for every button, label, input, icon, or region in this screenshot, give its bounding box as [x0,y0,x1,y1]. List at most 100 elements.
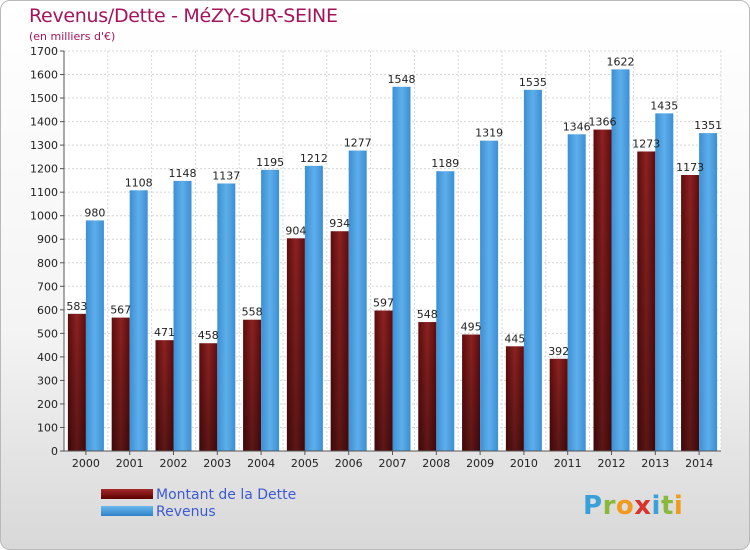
y-tick-label: 1000 [30,210,58,223]
bar-dette-shade [637,151,656,451]
bar-dette-shade [111,317,130,451]
x-tick-label: 2012 [598,457,626,470]
bar-revenus [217,183,236,451]
x-tick-label: 2005 [291,457,319,470]
logo-letter: i [651,491,661,521]
y-tick-label: 0 [51,445,58,458]
bar-revenus [261,169,280,451]
bar-dette-shade [67,313,86,451]
logo-letter: r [602,491,616,521]
logo-letter: P [583,491,603,521]
bar-dette-shade [155,340,174,451]
y-tick-label: 100 [37,421,58,434]
y-tick-label: 200 [37,398,58,411]
x-tick-label: 2009 [466,457,494,470]
bar-dette-shade [462,334,481,451]
bar-revenus [436,171,455,451]
y-tick-label: 1400 [30,116,58,129]
data-label-dette: 495 [461,321,482,334]
y-tick-label: 1100 [30,186,58,199]
bar-dette-shade [374,310,393,451]
data-label-dette: 458 [198,329,219,342]
bar-revenus [480,140,499,451]
data-label-dette: 904 [285,224,306,237]
bar-revenus [392,86,411,451]
x-tick-label: 2002 [160,457,188,470]
data-label-revenus: 980 [84,206,105,219]
data-label-revenus: 1195 [256,156,284,169]
data-label-revenus: 1189 [431,157,459,170]
data-label-revenus: 1212 [300,152,328,165]
bar-revenus [523,89,542,451]
bar-dette-shade [418,322,437,451]
x-tick-label: 2000 [72,457,100,470]
chart-title: Revenus/Dette - MéZY-SUR-SEINE [29,5,338,27]
data-label-dette: 1273 [632,137,660,150]
data-label-dette: 583 [66,300,87,313]
data-label-revenus: 1277 [344,137,372,150]
data-label-dette: 597 [373,297,394,310]
data-label-dette: 471 [154,326,175,339]
legend-swatch-revenus [101,506,153,516]
data-label-revenus: 1108 [125,176,153,189]
y-tick-label: 1200 [30,163,58,176]
x-tick-label: 2003 [203,457,231,470]
bar-revenus [699,133,718,451]
y-tick-label: 400 [37,351,58,364]
logo-letter: i [673,491,684,521]
data-label-dette: 934 [329,217,350,230]
y-tick-label: 300 [37,374,58,387]
data-label-revenus: 1351 [694,119,722,132]
x-tick-label: 2011 [554,457,582,470]
x-tick-label: 2014 [685,457,713,470]
bar-revenus [85,220,104,451]
proxiti-logo: Proxiti [583,491,683,521]
bar-dette-shade [505,346,524,451]
bar-dette-shade [199,343,218,451]
y-tick-label: 700 [37,280,58,293]
data-label-dette: 548 [417,308,438,321]
y-tick-label: 1700 [30,45,58,58]
bar-dette-shade [330,231,349,451]
y-tick-label: 1300 [30,139,58,152]
legend-swatch-dette [101,489,153,499]
bar-dette-shade [549,358,568,451]
y-tick-label: 900 [37,233,58,246]
x-tick-label: 2004 [247,457,275,470]
bar-revenus [173,180,192,451]
bar-dette-shade [243,319,262,451]
data-label-dette: 567 [110,304,131,317]
y-tick-label: 800 [37,257,58,270]
logo-letter: x [634,491,652,521]
x-tick-label: 2007 [379,457,407,470]
bar-dette-shade [593,129,612,451]
data-label-revenus: 1435 [650,99,678,112]
data-label-dette: 445 [504,332,525,345]
logo-letter: o [615,491,635,521]
logo-letter: t [660,491,674,521]
y-tick-label: 500 [37,327,58,340]
legend-label-dette: Montant de la Dette [156,487,297,503]
data-label-revenus: 1622 [607,55,635,68]
y-tick-label: 600 [37,304,58,317]
bar-revenus [348,150,367,451]
legend-label-revenus: Revenus [156,504,216,520]
bar-revenus [611,69,630,452]
chart-subtitle: (en milliers d'€) [29,30,116,43]
bar-revenus [567,134,586,451]
data-label-revenus: 1535 [519,76,547,89]
data-label-dette: 558 [242,306,263,319]
data-label-dette: 392 [548,345,569,358]
data-label-revenus: 1137 [212,169,240,182]
y-tick-label: 1500 [30,92,58,105]
x-tick-label: 2006 [335,457,363,470]
bar-revenus [129,190,148,451]
bar-dette-shade [286,238,305,451]
x-tick-label: 2001 [116,457,144,470]
x-tick-label: 2010 [510,457,538,470]
data-label-revenus: 1148 [169,167,197,180]
data-label-revenus: 1346 [563,120,591,133]
x-tick-label: 2008 [422,457,450,470]
